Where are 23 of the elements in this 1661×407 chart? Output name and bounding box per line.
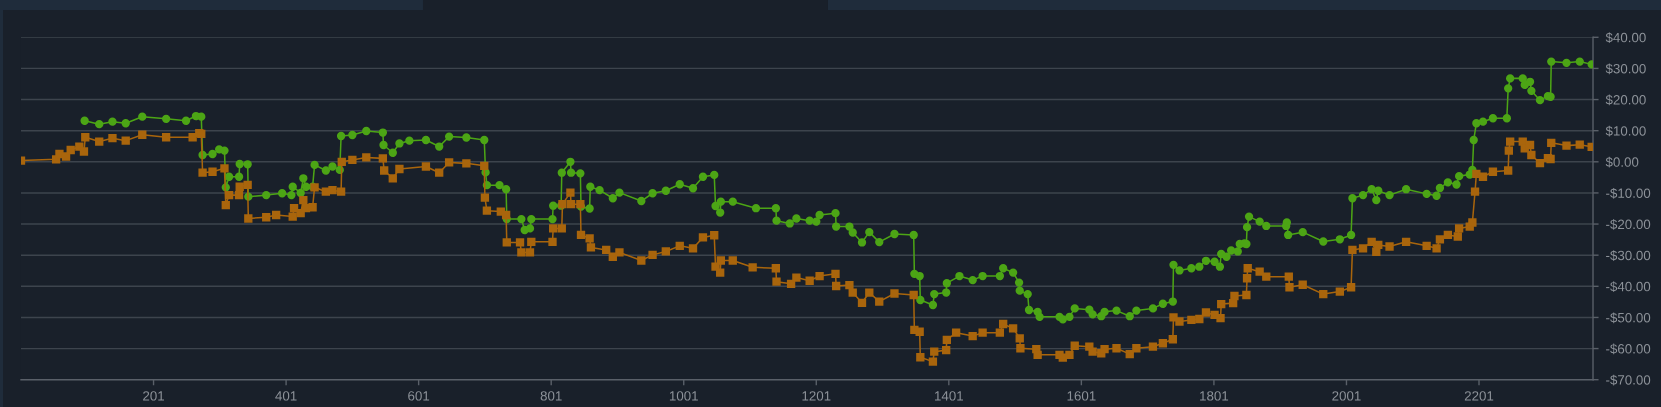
y-tick-label: -$40.00 xyxy=(1606,281,1651,293)
y-tick-label: $10.00 xyxy=(1605,125,1646,137)
y-tick-label: -$50.00 xyxy=(1606,312,1651,324)
x-tick-label: 2201 xyxy=(1464,391,1494,401)
y-tick-label: $40.00 xyxy=(1605,32,1646,44)
y-tick-label: $30.00 xyxy=(1605,63,1646,75)
x-tick-label: 1001 xyxy=(669,391,698,401)
x-tick-label: 1801 xyxy=(1200,391,1229,401)
y-tick-label: -$60.00 xyxy=(1606,343,1651,355)
y-tick-label: $20.00 xyxy=(1605,94,1646,106)
x-tick-label: 1201 xyxy=(802,391,831,401)
x-tick-label: 201 xyxy=(143,391,165,401)
x-tick-label: 801 xyxy=(540,391,562,401)
y-tick-label: -$30.00 xyxy=(1606,250,1651,261)
x-tick-label: 401 xyxy=(275,391,297,401)
y-tick-label: -$70.00 xyxy=(1606,374,1651,386)
y-tick-label: -$10.00 xyxy=(1606,187,1651,199)
y-tick-label: -$20.00 xyxy=(1606,219,1651,230)
x-tick-label: 1401 xyxy=(935,391,964,401)
y-tick-label: $0.00 xyxy=(1605,156,1639,168)
x-tick-label: 2001 xyxy=(1332,391,1361,401)
x-tick-label: 1601 xyxy=(1067,391,1096,401)
x-tick-label: 601 xyxy=(408,391,430,401)
